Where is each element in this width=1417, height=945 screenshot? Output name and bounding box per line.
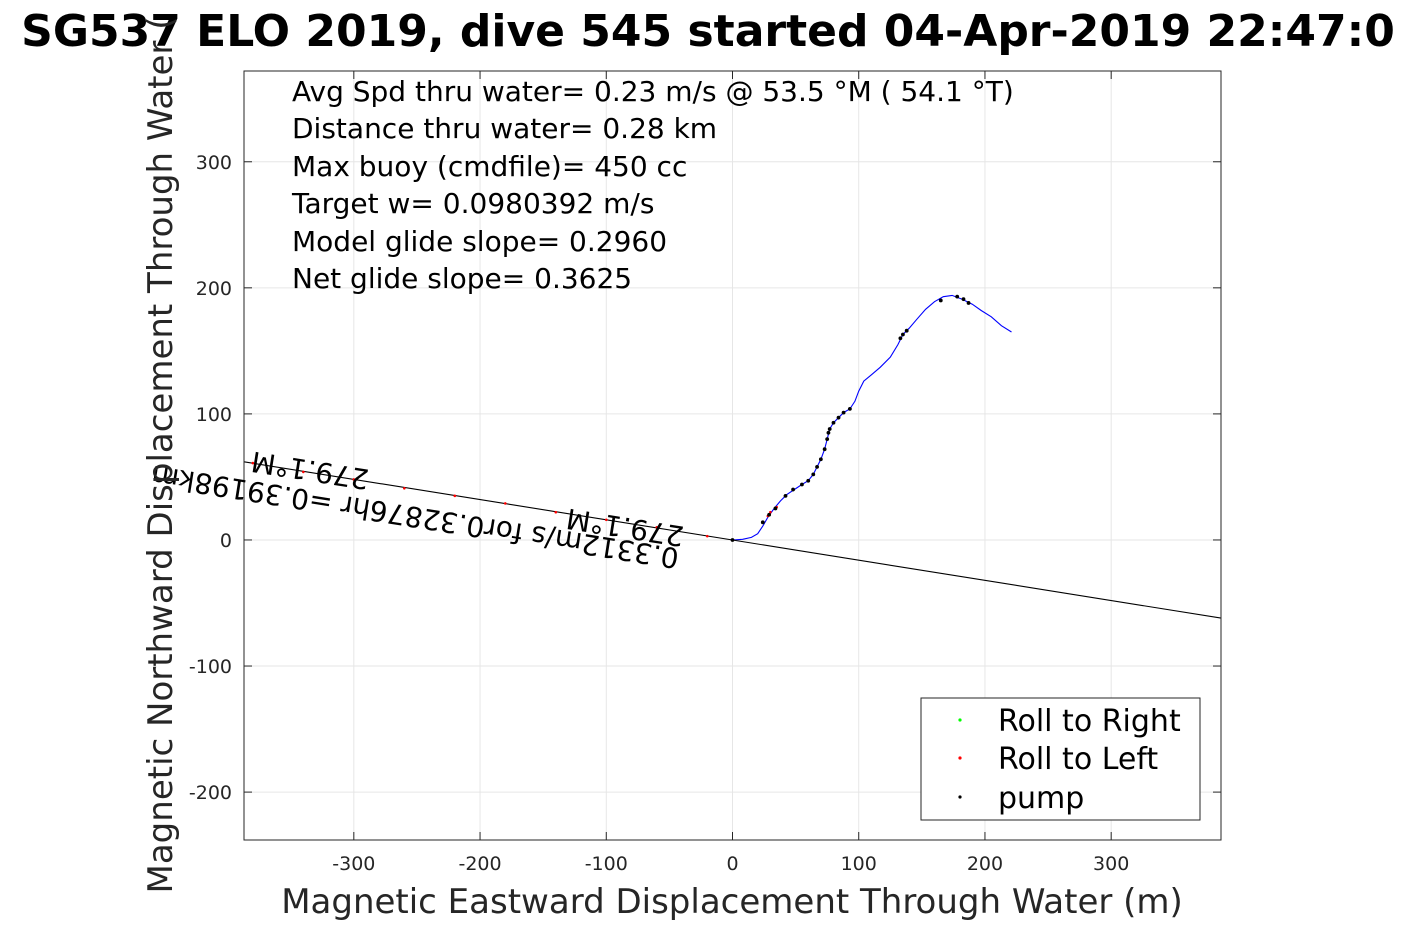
data-point-pump (831, 420, 836, 425)
y-tick-label: 0 (220, 530, 232, 552)
x-tick-label: -200 (458, 853, 501, 875)
legend: Roll to Right Roll to Left pump (920, 697, 1201, 821)
y-tick-label: -100 (189, 656, 232, 678)
data-point-roll-to-left (655, 526, 659, 529)
data-point-pump (966, 301, 971, 305)
data-point-pump (825, 437, 830, 442)
data-point-roll-to-left (554, 510, 558, 514)
x-axis-ticks: -300 -200 -100 0 100 200 300 (332, 71, 1129, 875)
series-line-2 (244, 461, 733, 541)
data-point-pump (826, 430, 831, 435)
data-point-pump (841, 410, 846, 415)
data-point-roll-to-left (503, 502, 507, 505)
data-point-pump (791, 487, 795, 492)
data-point-pump (836, 415, 841, 420)
data-point-pump (961, 297, 966, 302)
annotation-distance: Distance thru water= 0.28 km (292, 112, 717, 145)
data-point-pump (767, 512, 772, 517)
grid-lines (244, 71, 1221, 840)
data-point-pump (827, 427, 832, 431)
legend-marker-roll-left (958, 756, 962, 760)
data-point-pump (847, 406, 852, 411)
legend-label-roll-right: Roll to Right (998, 704, 1181, 739)
data-point-roll-to-left (302, 470, 305, 474)
y-axis-ticks: -200 -100 0 100 200 300 (189, 152, 1221, 804)
annotation-avg-speed: Avg Spd thru water= 0.23 m/s @ 53.5 °M (… (292, 75, 1014, 108)
x-tick-label: 0 (726, 853, 738, 875)
y-tick-label: -200 (189, 782, 232, 804)
plot-axes-box (243, 70, 1222, 841)
data-point-pump (730, 538, 735, 542)
annotation-model-glide: Model glide slope= 0.2960 (292, 225, 667, 258)
legend-label-pump: pump (998, 781, 1084, 816)
legend-box (920, 697, 1201, 821)
annotation-block: Avg Spd thru water= 0.23 m/s @ 53.5 °M (… (291, 75, 1014, 295)
data-point-roll-to-left (604, 518, 608, 522)
x-tick-label: 300 (1093, 853, 1129, 875)
legend-marker-pump (958, 795, 962, 799)
data-point-pump (800, 482, 804, 487)
data-point-pump (904, 328, 909, 333)
x-tick-label: 200 (967, 853, 1003, 875)
data-point-roll-to-left (352, 478, 356, 481)
y-tick-label: 300 (196, 152, 232, 174)
data-point-pump (783, 493, 788, 498)
series-line-0 (732, 294, 1012, 541)
data-point-pump (901, 332, 905, 337)
y-tick-label: 100 (196, 404, 232, 426)
x-tick-label: 100 (841, 853, 877, 875)
data-point-pump (760, 520, 765, 525)
y-tick-label: 200 (196, 278, 232, 300)
data-point-pump (898, 336, 903, 341)
data-point-pump (938, 298, 943, 303)
data-point-roll-to-left (403, 486, 406, 490)
data-point-roll-to-left (705, 534, 709, 538)
legend-label-roll-left: Roll to Left (998, 742, 1158, 777)
series-line-1 (732, 539, 1221, 619)
data-point-pump (815, 464, 819, 469)
data-point-roll-to-left (453, 494, 457, 498)
chart-title: SG537 ELO 2019, dive 545 started 04-Apr-… (21, 6, 1395, 57)
data-point-pump (773, 506, 778, 511)
data-point-pump (955, 294, 960, 299)
annotation-net-glide: Net glide slope= 0.3625 (292, 262, 632, 295)
x-tick-label: -300 (332, 853, 375, 875)
x-axis-label: Magnetic Eastward Displacement Through W… (281, 882, 1183, 922)
data-point-pump (811, 472, 816, 477)
data-point-pump (818, 457, 823, 462)
annotation-max-buoy: Max buoy (cmdfile)= 450 cc (292, 150, 687, 183)
data-series (244, 294, 1221, 619)
data-point-pump (806, 478, 811, 483)
annotation-target-w: Target w= 0.0980392 m/s (291, 187, 654, 220)
y-axis-label: Magnetic Northward Displacement Through … (141, 17, 181, 894)
data-point-roll-to-left (251, 461, 255, 465)
data-point-pump (822, 447, 827, 452)
x-tick-label: -100 (585, 853, 628, 875)
legend-marker-roll-right (958, 718, 962, 722)
data-point-roll-to-left (769, 510, 772, 514)
